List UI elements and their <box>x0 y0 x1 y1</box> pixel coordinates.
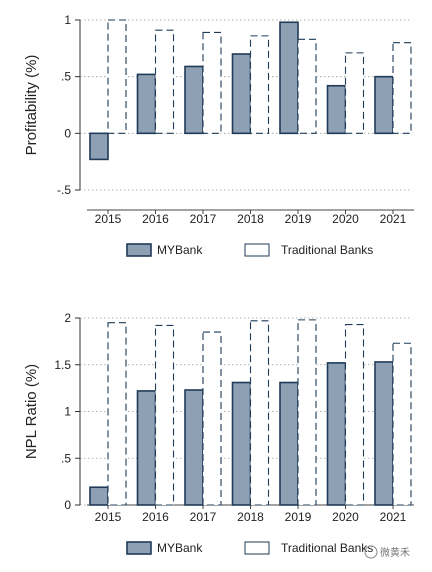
y-tick-label: -.5 <box>57 183 71 197</box>
watermark: 微黄禾 <box>364 545 410 559</box>
bar-traditional-banks-2015 <box>107 322 127 506</box>
bar-mybank-2020 <box>326 362 347 506</box>
watermark-icon <box>364 545 378 559</box>
bar-mybank-2017 <box>184 65 204 135</box>
bar-traditional-banks-2018 <box>249 35 270 134</box>
bar-mybank-2016 <box>136 390 157 506</box>
bar-traditional-banks-2019 <box>297 38 317 134</box>
bar-traditional-banks-2015 <box>107 19 127 134</box>
bar-mybank-2018 <box>231 53 252 135</box>
watermark-text: 微黄禾 <box>380 546 410 559</box>
y-tick-label: 0 <box>64 498 71 512</box>
x-tick-label: 2021 <box>380 510 407 524</box>
bar-traditional-banks-2016 <box>154 324 175 506</box>
x-tick-label: 2019 <box>285 212 312 226</box>
y-tick-label: 0 <box>64 126 71 140</box>
legend-swatch-mybank <box>126 541 152 555</box>
bar-mybank-2019 <box>279 381 299 506</box>
legend-swatch-mybank <box>126 243 152 257</box>
legend-swatch-traditional-banks <box>244 541 270 555</box>
y-axis-label: NPL Ratio (%) <box>23 364 40 459</box>
legend-label-mybank: MYBank <box>157 243 203 257</box>
y-tick-label: 1 <box>64 405 71 419</box>
bar-traditional-banks-2020 <box>344 52 365 134</box>
bar-mybank-2020 <box>326 84 347 135</box>
legend-swatch-traditional-banks <box>244 243 270 257</box>
bar-mybank-2016 <box>136 73 157 135</box>
bar-traditional-banks-2017 <box>202 331 222 506</box>
x-tick-label: 2020 <box>332 212 359 226</box>
x-tick-label: 2021 <box>380 212 407 226</box>
bar-mybank-2021 <box>374 75 394 135</box>
x-tick-label: 2015 <box>95 212 122 226</box>
bar-mybank-2015 <box>89 486 109 506</box>
y-tick-label: .5 <box>61 70 71 84</box>
chart-panel-2: 0 .5 1 1.5 2 NPL Ratio (%) 2015 2016 2017 2018 201… <box>23 311 414 555</box>
x-tick-label: 2017 <box>190 212 217 226</box>
y-tick-label: 1.5 <box>54 358 71 372</box>
x-tick-label: 2020 <box>332 510 359 524</box>
bar-mybank-2018 <box>231 381 252 506</box>
x-tick-label: 2017 <box>190 510 217 524</box>
legend-label-traditional-banks: Traditional Banks <box>281 243 373 257</box>
x-tick-label: 2016 <box>142 212 169 226</box>
bar-traditional-banks-2016 <box>154 29 175 134</box>
x-tick-label: 2018 <box>237 510 264 524</box>
y-tick-label: 2 <box>64 311 71 325</box>
chart-panel-1: -.5 0 .5 1 Profitability (%) 2015 2016 2017 2018… <box>23 13 414 257</box>
bar-mybank-2015 <box>89 132 109 161</box>
x-tick-label: 2019 <box>285 510 312 524</box>
bar-traditional-banks-2020 <box>344 323 365 506</box>
legend: MYBank Traditional Banks <box>126 541 373 555</box>
bar-mybank-2019 <box>279 21 299 135</box>
x-tick-label: 2018 <box>237 212 264 226</box>
bar-traditional-banks-2021 <box>392 42 412 134</box>
bar-mybank-2017 <box>184 389 204 506</box>
legend-label-mybank: MYBank <box>157 541 203 555</box>
bar-traditional-banks-2017 <box>202 31 222 134</box>
x-tick-label: 2016 <box>142 510 169 524</box>
bar-traditional-banks-2019 <box>297 319 317 506</box>
bar-traditional-banks-2018 <box>249 320 270 506</box>
y-tick-label: 1 <box>64 13 71 27</box>
bar-mybank-2021 <box>374 361 394 506</box>
bar-traditional-banks-2021 <box>392 342 412 506</box>
y-tick-label: .5 <box>61 451 71 465</box>
legend-label-traditional-banks: Traditional Banks <box>281 541 373 555</box>
x-tick-label: 2015 <box>95 510 122 524</box>
legend: MYBank Traditional Banks <box>126 243 373 257</box>
y-axis-label: Profitability (%) <box>23 55 40 156</box>
